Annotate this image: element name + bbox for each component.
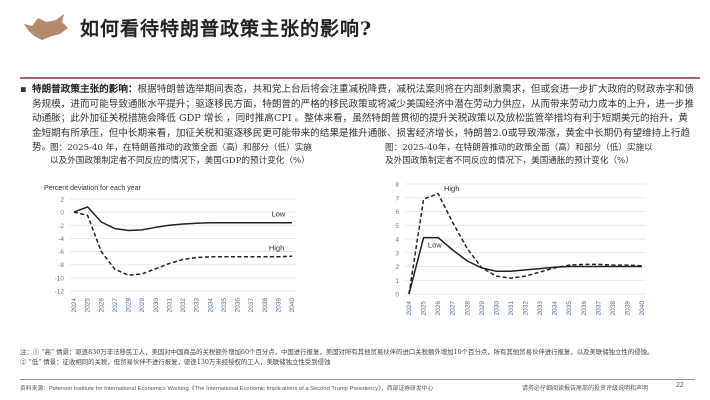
- bull-logo-icon: [24, 14, 68, 40]
- x-tick-label: 2035: [221, 298, 228, 313]
- x-tick-label: 2034: [552, 301, 559, 316]
- x-tick-label: 2025: [421, 301, 428, 316]
- x-tick-label: 2034: [207, 298, 214, 313]
- series-line-low: [408, 236, 642, 295]
- x-tick-label: 2039: [624, 301, 631, 316]
- y-tick-label: 1: [395, 278, 399, 285]
- bullet-icon: ▪: [20, 84, 27, 95]
- x-tick-label: 2036: [235, 298, 242, 313]
- series-line-high: [408, 192, 643, 295]
- y-tick-label: 2: [60, 197, 64, 204]
- x-tick-label: 2030: [153, 298, 160, 313]
- x-tick-label: 2031: [166, 298, 173, 313]
- legend-label-low: Low: [272, 210, 286, 219]
- y-tick-label: -2: [58, 223, 64, 230]
- x-tick-label: 2032: [523, 301, 530, 316]
- y-tick-label: 4: [395, 237, 399, 244]
- series-line-high: [73, 211, 293, 276]
- y-tick-label: -4: [58, 236, 64, 243]
- inflation-chart-caption: 图：2025-40年，在特朗普推动的政策全面（高）和部分（低）实施以及外国政策制…: [385, 143, 653, 166]
- x-tick-label: 2033: [194, 298, 201, 313]
- y-tick-label: 6: [395, 209, 399, 216]
- y-axis-label: Percent deviation for each year: [44, 185, 142, 192]
- y-tick-label: 2: [395, 264, 399, 271]
- inflation-chart: 8 7 6 5 4 3 2 1 0 2024 2025 2026 2027 2028 2029 2030 203…: [395, 182, 646, 316]
- y-tick-label: 8: [395, 182, 399, 189]
- x-tick-label: 2037: [248, 298, 255, 313]
- x-tick-label: 2032: [180, 298, 187, 313]
- footer-divider: [20, 379, 695, 380]
- x-tick-label: 2028: [464, 301, 471, 316]
- x-tick-label: 2029: [479, 301, 486, 316]
- x-tick-label: 2033: [537, 301, 544, 316]
- x-tick-label: 2024: [71, 298, 78, 313]
- bullet-lead: 特朗普政策主张的影响：: [32, 84, 138, 95]
- x-tick-label: 2037: [595, 301, 602, 316]
- legend-label-high: High: [269, 243, 284, 252]
- x-tick-label: 2026: [435, 301, 442, 316]
- source-text: 资料来源：Peterson Institute for Internationa…: [20, 386, 434, 392]
- x-tick-label: 2024: [406, 301, 413, 316]
- gdp-chart-caption: 图：2025-40 年，在特朗普推动的政策全面（高）和部分（低）实施以及外国政策…: [50, 143, 312, 166]
- x-tick-label: 2030: [493, 301, 500, 316]
- y-tick-label: 7: [395, 195, 399, 202]
- series-line-low: [73, 206, 292, 232]
- summary-bullet: ▪ 特朗普政策主张的影响：根据特朗普选举期间表态，共和党上台后将会注重减税降费，…: [20, 83, 695, 156]
- x-tick-label: 2031: [508, 301, 515, 316]
- y-tick-label: -6: [58, 249, 64, 256]
- legend-label-low: Low: [428, 240, 442, 249]
- x-tick-label: 2039: [275, 298, 282, 313]
- x-tick-label: 2035: [566, 301, 573, 316]
- y-tick-label: 0: [395, 292, 399, 299]
- y-tick-label: -12: [55, 289, 65, 296]
- x-tick-label: 2027: [450, 301, 457, 316]
- x-tick-label: 2027: [112, 298, 119, 313]
- x-tick-label: 2025: [85, 298, 92, 313]
- x-tick-label: 2040: [639, 301, 646, 316]
- y-tick-label: 3: [395, 250, 399, 257]
- y-tick-label: 5: [395, 223, 399, 230]
- x-tick-label: 2038: [262, 298, 269, 313]
- y-tick-label: 0: [60, 210, 64, 217]
- x-tick-label: 2036: [581, 301, 588, 316]
- note-low: ② “低” 情景：征收相同的关税，但贸易伙伴不进行报复，驱逐130万未经授权的工…: [20, 357, 331, 366]
- note-high: 注：① “高” 情景：驱逐830万非法移民工人，美国对中国商品的关税额外增加60…: [20, 348, 654, 356]
- page-title: 如何看待特朗普政策主张的影响?: [80, 18, 373, 40]
- x-tick-label: 2038: [610, 301, 617, 316]
- y-tick-label: -10: [55, 275, 65, 282]
- title-divider: [20, 77, 700, 79]
- x-tick-label: 2029: [139, 298, 146, 313]
- legend-label-high: High: [444, 184, 459, 193]
- x-tick-label: 2040: [289, 298, 296, 313]
- bullet-text: 根据特朗普选举期间表态，共和党上台后将会注重减税降费，减税法案则将在内部刺激需求…: [32, 84, 694, 153]
- gdp-chart: Percent deviation for each year 2 0 -2 -4 -6 -…: [44, 185, 296, 313]
- page-number: 22: [676, 382, 684, 389]
- x-tick-label: 2028: [126, 298, 133, 313]
- y-tick-label: -8: [58, 262, 64, 269]
- notes: 注：① “高” 情景：驱逐830万非法移民工人，美国对中国商品的关税额外增加60…: [20, 348, 695, 367]
- x-tick-label: 2026: [98, 298, 105, 313]
- disclaimer-text: 请务必仔细阅读报告尾部的投资评级说明和声明: [522, 385, 649, 392]
